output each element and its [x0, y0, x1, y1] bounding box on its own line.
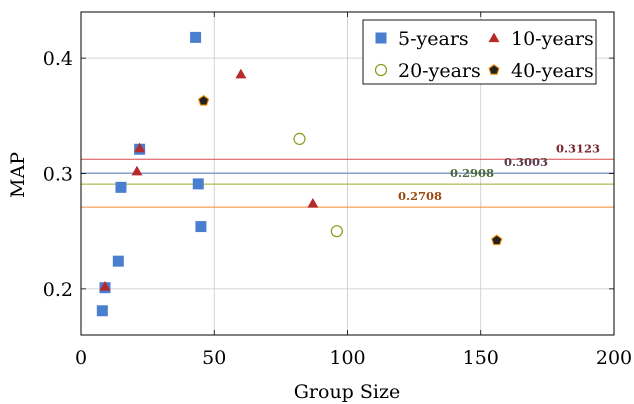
point-40-years: [197, 94, 210, 106]
reference-line-label: 0.2708: [398, 189, 442, 203]
point-5-years: [192, 178, 204, 190]
data-points: [96, 31, 503, 317]
point-20-years: [293, 132, 306, 145]
point-40-years: [491, 234, 503, 246]
point-5-years: [190, 31, 202, 43]
point-10-years: [99, 281, 111, 291]
legend-marker-40-years: [488, 64, 500, 75]
reference-lines: 0.3123 0.3003 0.2908 0.2708: [81, 141, 614, 208]
x-tick-label: 50: [202, 347, 226, 369]
legend-label-5-years: 5-years: [398, 28, 469, 50]
x-tick-label: 200: [596, 347, 632, 369]
legend-label-40-years: 40-years: [511, 60, 594, 82]
point-10-years: [134, 142, 146, 153]
legend-box: [362, 19, 597, 85]
x-tick-label: 0: [75, 347, 87, 369]
point-5-years: [112, 255, 124, 267]
legend-label-20-years: 20-years: [398, 60, 481, 82]
x-axis-ticks: 0 50 100 150 200: [75, 12, 632, 369]
legend-label-10-years: 10-years: [511, 28, 594, 50]
point-10-years: [307, 197, 319, 208]
y-axis-ticks: 0.2 0.3 0.4: [43, 48, 614, 301]
point-10-years: [235, 68, 247, 79]
legend-marker-20-years: [374, 63, 388, 77]
point-5-years: [115, 181, 127, 193]
reference-line-label: 0.3003: [504, 155, 548, 169]
x-tick-label: 150: [463, 347, 499, 369]
reference-line-label: 0.3123: [556, 141, 600, 155]
point-5-years: [96, 305, 108, 317]
legend-marker-5-years: [375, 32, 387, 44]
y-axis-label: MAP: [7, 152, 29, 198]
x-tick-label: 100: [329, 347, 365, 369]
point-20-years: [330, 225, 343, 238]
legend-marker-10-years: [488, 32, 500, 43]
legend: 5-years 10-years 20-years 40-years: [362, 19, 597, 85]
y-tick-label: 0.4: [43, 48, 73, 70]
point-10-years: [131, 165, 143, 176]
reference-line-label: 0.2908: [450, 166, 494, 180]
x-axis-label: Group Size: [294, 381, 401, 403]
y-tick-label: 0.2: [43, 279, 73, 301]
y-tick-label: 0.3: [43, 164, 73, 186]
point-5-years: [195, 221, 207, 233]
